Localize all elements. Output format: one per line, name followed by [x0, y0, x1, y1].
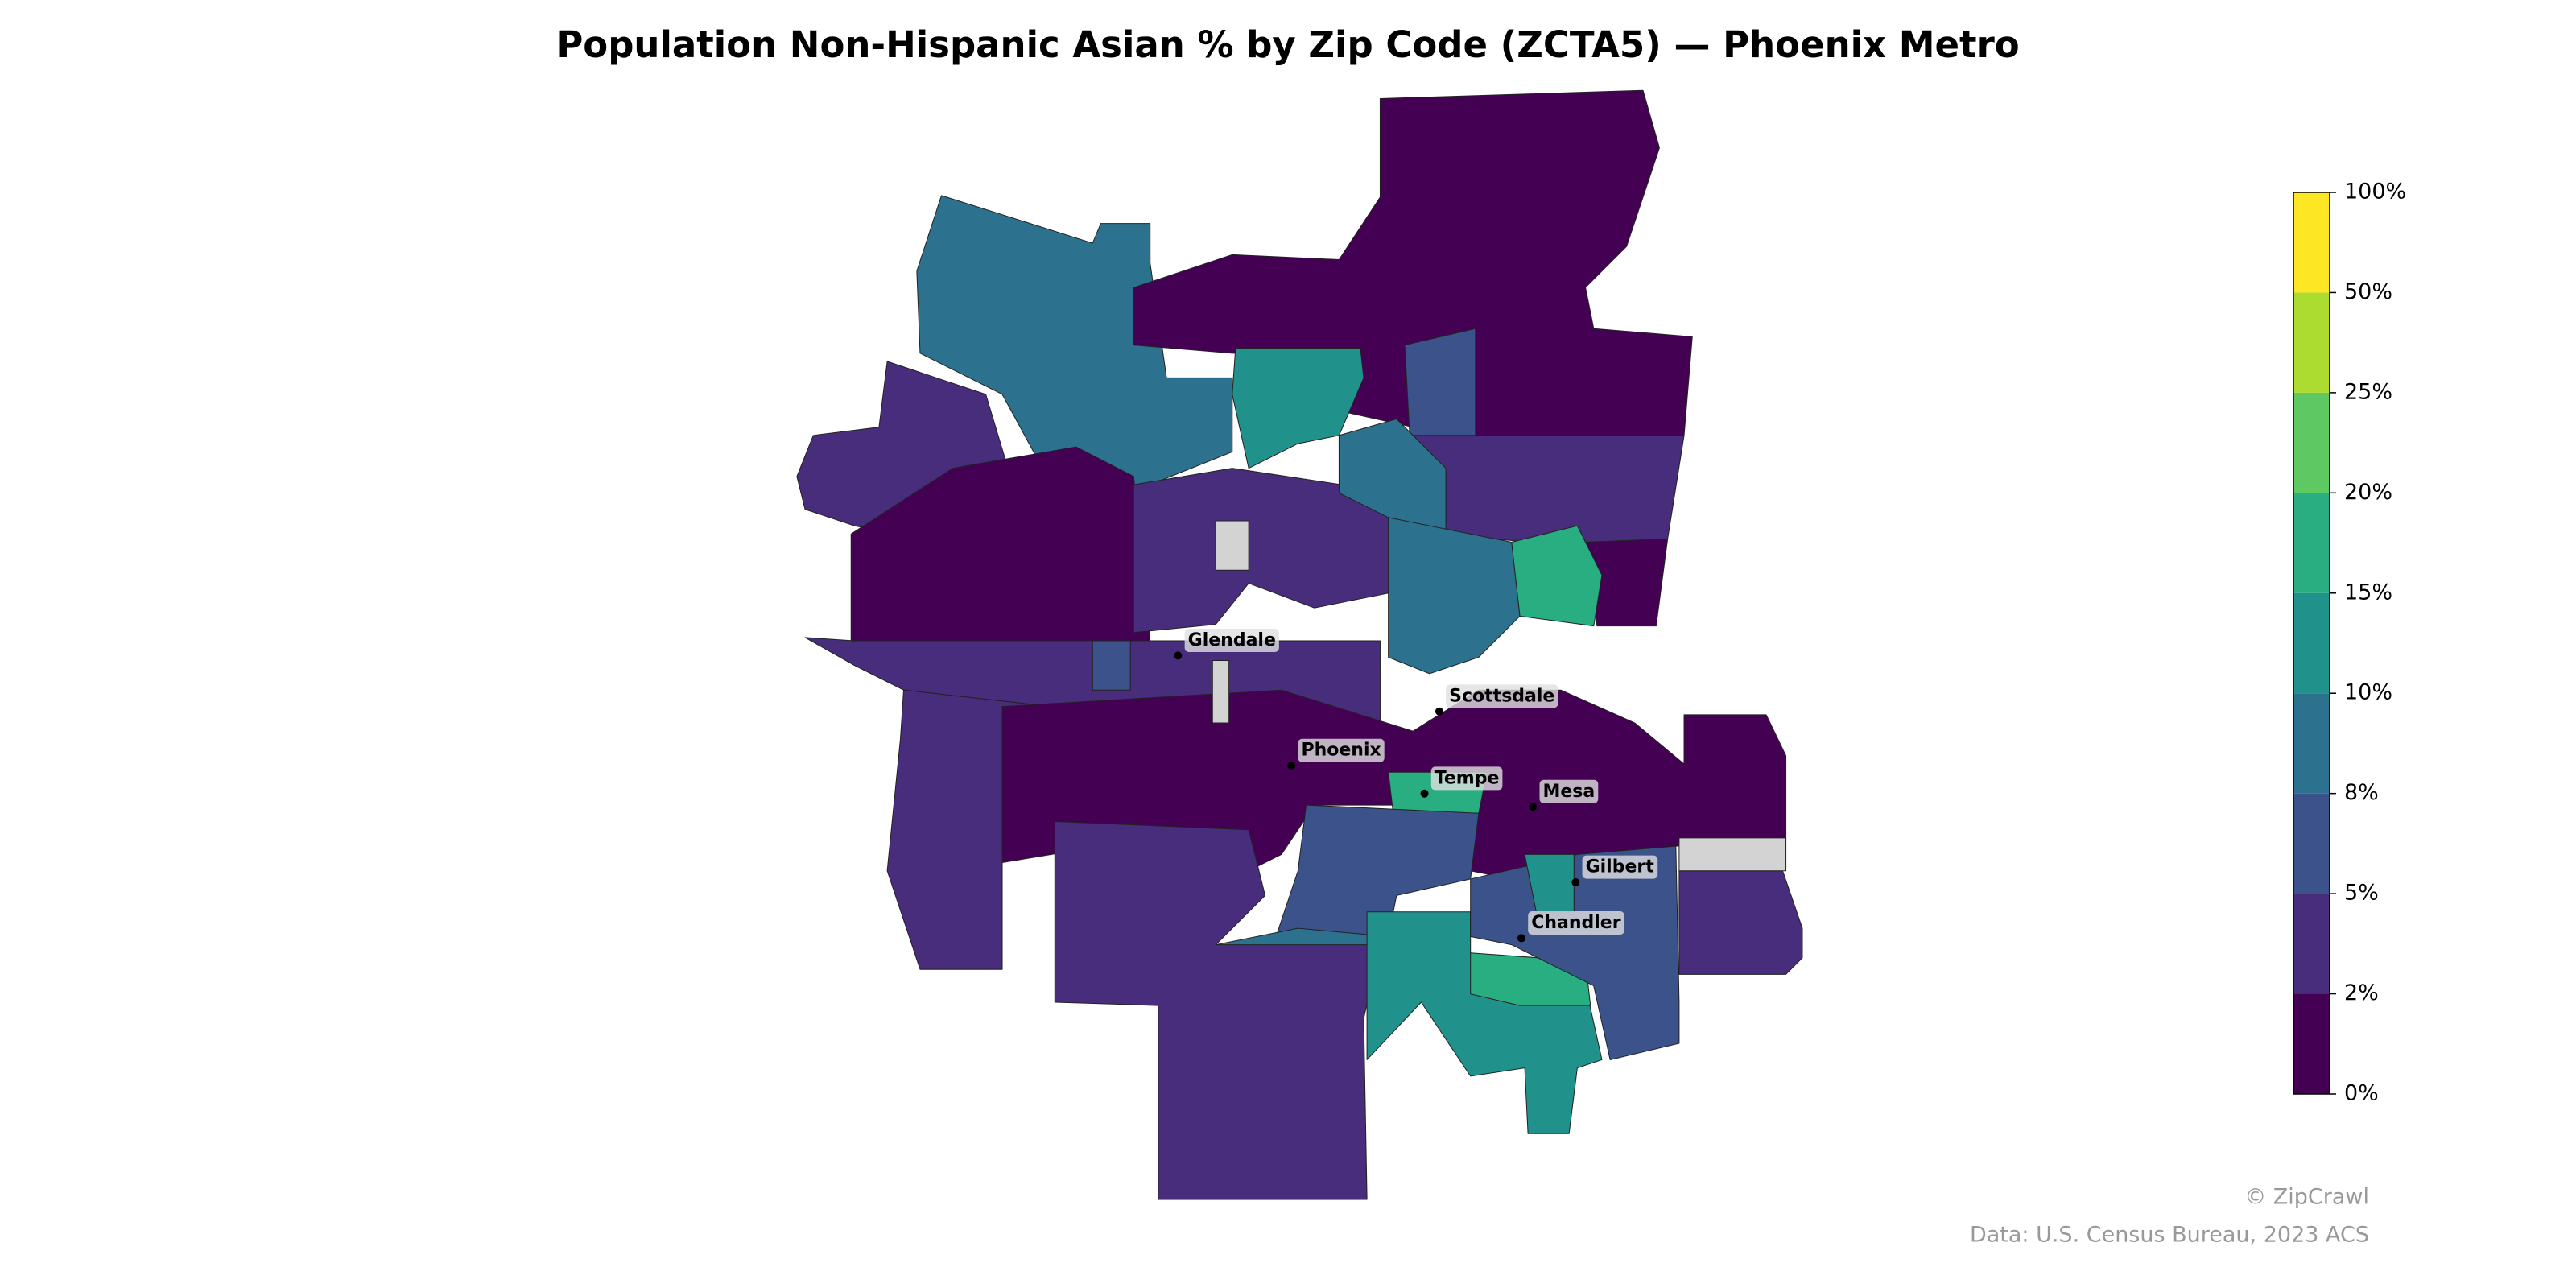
colorbar-tick-label: 25% [2344, 379, 2392, 404]
colorbar-swatch [2293, 894, 2330, 994]
colorbar-tick-label: 2% [2344, 980, 2379, 1005]
city-label-box [1184, 628, 1279, 652]
city-label: Phoenix [1287, 738, 1385, 770]
colorbar-swatch [2293, 493, 2330, 593]
city-dot [1517, 934, 1525, 943]
city-labels: Glendale Scottsdale Phoenix Tempe Mesa Gilber… [1174, 628, 1658, 943]
colorbar-tick-label: 50% [2344, 279, 2392, 304]
zip-region [1404, 328, 1476, 436]
colorbar-tick-label: 15% [2344, 580, 2392, 605]
zip-region [1678, 870, 1803, 975]
colorbar-tick-label: 20% [2344, 480, 2392, 505]
colorbar-tick-label: 0% [2344, 1081, 2379, 1106]
zip-region-no-data [1212, 659, 1230, 724]
zip-region [1092, 640, 1131, 691]
colorbar-tick-label: 5% [2344, 881, 2379, 906]
city-label: Chandler [1517, 911, 1624, 943]
city-label: Glendale [1174, 628, 1279, 660]
city-name: Mesa [1542, 782, 1595, 802]
colorbar-swatch [2293, 693, 2330, 794]
source-credit: Data: U.S. Census Bureau, 2023 ACS [1970, 1223, 2369, 1248]
city-label-box [1298, 738, 1385, 762]
city-label: Tempe [1420, 766, 1503, 798]
city-label: Scottsdale [1435, 684, 1558, 716]
zip-region [796, 361, 1011, 535]
zip-region [1470, 845, 1680, 1060]
city-label: Gilbert [1571, 855, 1658, 887]
zip-region-no-data [1215, 520, 1249, 571]
city-name: Tempe [1435, 768, 1500, 788]
zip-region-no-data [1678, 837, 1787, 872]
zip-region [916, 195, 1233, 485]
city-dot [1287, 762, 1296, 770]
city-name: Gilbert [1586, 857, 1655, 877]
colorbar-swatch [2293, 292, 2330, 393]
city-name: Glendale [1188, 630, 1276, 650]
city-dot [1529, 803, 1538, 811]
city-label: Mesa [1529, 779, 1599, 811]
map-title: Population Non-Hispanic Asian % by Zip C… [556, 23, 2019, 66]
city-name: Chandler [1531, 913, 1621, 933]
colorbar-swatch [2293, 793, 2330, 894]
zip-region [1232, 348, 1364, 469]
city-dot [1435, 707, 1443, 716]
zip-region [1133, 468, 1397, 634]
colorbar-swatch [2293, 993, 2330, 1094]
colorbar-swatch [2293, 192, 2330, 293]
city-label-box [1430, 766, 1503, 791]
city-name: Scottsdale [1449, 686, 1554, 706]
colorbar-swatch [2293, 592, 2330, 694]
city-label-box [1528, 911, 1624, 935]
city-dot [1420, 789, 1429, 798]
zip-region [1054, 820, 1381, 1200]
city-label-box [1539, 779, 1599, 803]
city-dot [1174, 651, 1183, 660]
colorbar-tick-label: 100% [2344, 180, 2406, 204]
city-dot [1571, 878, 1580, 887]
colorbar-swatch [2293, 392, 2330, 493]
colorbar-frame [2293, 192, 2330, 1095]
city-label-box [1446, 684, 1558, 708]
colorbar: 0% 2% 5% 8% 10% 15% 20% 25% 50% 100% [2293, 180, 2406, 1106]
colorbar-tick-label: 10% [2344, 680, 2392, 705]
zip-map [796, 89, 1803, 1200]
colorbar-tick-label: 8% [2344, 780, 2379, 805]
zip-region [1388, 517, 1521, 675]
city-name: Phoenix [1301, 741, 1381, 761]
brand-credit: © ZipCrawl [2244, 1185, 2369, 1210]
city-label-box [1582, 855, 1658, 879]
